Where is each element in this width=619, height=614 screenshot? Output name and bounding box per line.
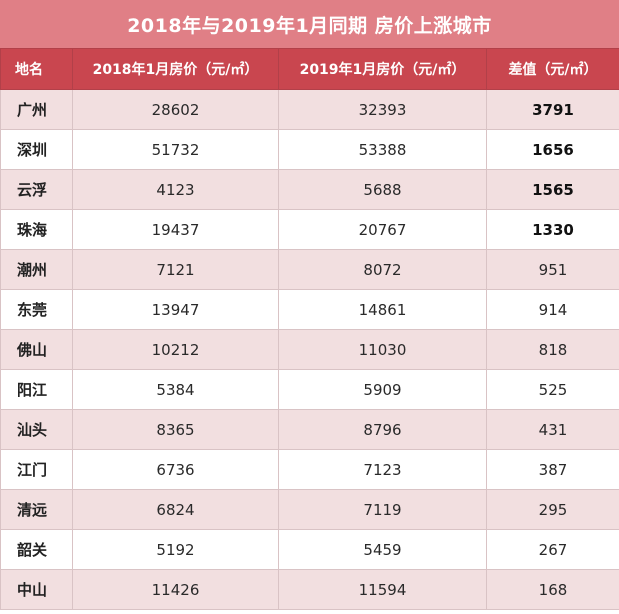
difference-cell: 431 (486, 409, 619, 450)
city-cell: 云浮 (0, 169, 73, 210)
city-cell: 珠海 (0, 209, 73, 250)
difference-cell: 387 (486, 449, 619, 490)
difference-cell: 3791 (486, 89, 619, 130)
table-row: 珠海 19437 20767 1330 (0, 209, 619, 250)
price-2019-cell: 5459 (278, 529, 487, 570)
city-cell: 阳江 (0, 369, 73, 410)
price-2018-cell: 13947 (72, 289, 279, 330)
price-2019-cell: 8072 (278, 249, 487, 290)
city-cell: 佛山 (0, 329, 73, 370)
header-price-2018: 2018年1月房价（元/㎡） (72, 48, 279, 90)
table-row: 中山 11426 11594 168 (0, 569, 619, 610)
city-cell: 中山 (0, 569, 73, 610)
table-row: 云浮 4123 5688 1565 (0, 169, 619, 210)
header-city: 地名 (0, 48, 73, 90)
difference-cell: 168 (486, 569, 619, 610)
price-2019-cell: 53388 (278, 129, 487, 170)
difference-cell: 525 (486, 369, 619, 410)
table-row: 汕头 8365 8796 431 (0, 409, 619, 450)
difference-cell: 951 (486, 249, 619, 290)
price-2019-cell: 8796 (278, 409, 487, 450)
difference-cell: 295 (486, 489, 619, 530)
price-2018-cell: 6824 (72, 489, 279, 530)
header-difference: 差值（元/㎡） (486, 48, 619, 90)
city-cell: 潮州 (0, 249, 73, 290)
table-row: 潮州 7121 8072 951 (0, 249, 619, 290)
city-cell: 东莞 (0, 289, 73, 330)
table-row: 东莞 13947 14861 914 (0, 289, 619, 330)
header-row: 地名 2018年1月房价（元/㎡） 2019年1月房价（元/㎡） 差值（元/㎡） (0, 48, 619, 90)
price-2019-cell: 11594 (278, 569, 487, 610)
price-2018-cell: 11426 (72, 569, 279, 610)
price-2018-cell: 8365 (72, 409, 279, 450)
table-row: 佛山 10212 11030 818 (0, 329, 619, 370)
table-row: 韶关 5192 5459 267 (0, 529, 619, 570)
header-price-2019: 2019年1月房价（元/㎡） (278, 48, 487, 90)
price-2019-cell: 20767 (278, 209, 487, 250)
price-2018-cell: 10212 (72, 329, 279, 370)
difference-cell: 818 (486, 329, 619, 370)
table-row: 江门 6736 7123 387 (0, 449, 619, 490)
price-table: 地名 2018年1月房价（元/㎡） 2019年1月房价（元/㎡） 差值（元/㎡）… (0, 48, 619, 610)
difference-cell: 1330 (486, 209, 619, 250)
table-row: 广州 28602 32393 3791 (0, 89, 619, 130)
price-2018-cell: 7121 (72, 249, 279, 290)
price-2018-cell: 5192 (72, 529, 279, 570)
difference-cell: 1656 (486, 129, 619, 170)
price-2018-cell: 19437 (72, 209, 279, 250)
price-2019-cell: 7123 (278, 449, 487, 490)
price-2019-cell: 5688 (278, 169, 487, 210)
city-cell: 深圳 (0, 129, 73, 170)
price-2018-cell: 5384 (72, 369, 279, 410)
price-2018-cell: 51732 (72, 129, 279, 170)
city-cell: 汕头 (0, 409, 73, 450)
table-body: 广州 28602 32393 3791 深圳 51732 53388 1656 云浮 4123 56… (0, 89, 619, 610)
difference-cell: 1565 (486, 169, 619, 210)
price-2019-cell: 32393 (278, 89, 487, 130)
city-cell: 韶关 (0, 529, 73, 570)
price-2019-cell: 14861 (278, 289, 487, 330)
city-cell: 清远 (0, 489, 73, 530)
table-row: 清远 6824 7119 295 (0, 489, 619, 530)
table-title: 2018年与2019年1月同期 房价上涨城市 (0, 0, 619, 48)
price-2019-cell: 7119 (278, 489, 487, 530)
difference-cell: 914 (486, 289, 619, 330)
table-row: 阳江 5384 5909 525 (0, 369, 619, 410)
city-cell: 广州 (0, 89, 73, 130)
price-2018-cell: 6736 (72, 449, 279, 490)
price-2019-cell: 5909 (278, 369, 487, 410)
table-row: 深圳 51732 53388 1656 (0, 129, 619, 170)
difference-cell: 267 (486, 529, 619, 570)
price-2019-cell: 11030 (278, 329, 487, 370)
city-cell: 江门 (0, 449, 73, 490)
price-2018-cell: 28602 (72, 89, 279, 130)
price-2018-cell: 4123 (72, 169, 279, 210)
